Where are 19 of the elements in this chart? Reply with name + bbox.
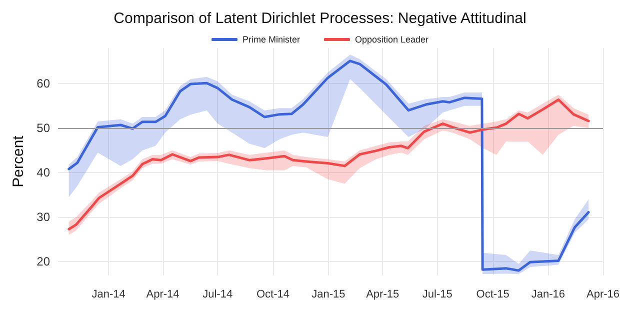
x-tick-label: Jul-14 <box>202 288 233 300</box>
x-tick-label: Jan-15 <box>312 288 346 300</box>
x-tick-label: Apr-14 <box>146 288 180 300</box>
chart-title: Comparison of Latent Dirichlet Processes: Negative Attitudinal <box>114 10 526 27</box>
x-tick-label: Apr-15 <box>366 288 400 300</box>
x-tick-label: Apr-16 <box>586 288 620 300</box>
legend-label: Prime Minister <box>242 34 300 44</box>
x-tick-label: Jan-14 <box>92 288 126 300</box>
y-tick-label: 40 <box>36 166 50 180</box>
x-tick-label: Oct-14 <box>256 288 290 300</box>
x-tick-label: Oct-15 <box>476 288 510 300</box>
x-tick-label: Jan-16 <box>531 288 566 300</box>
legend-label: Opposition Leader <box>354 34 429 44</box>
y-axis-title: Percent <box>10 134 27 188</box>
y-tick-label: 50 <box>36 121 50 136</box>
y-tick-label: 20 <box>36 254 50 269</box>
y-tick-label: 60 <box>36 76 50 91</box>
y-tick-label: 30 <box>36 210 50 224</box>
x-tick-label: Jul-15 <box>422 288 452 300</box>
